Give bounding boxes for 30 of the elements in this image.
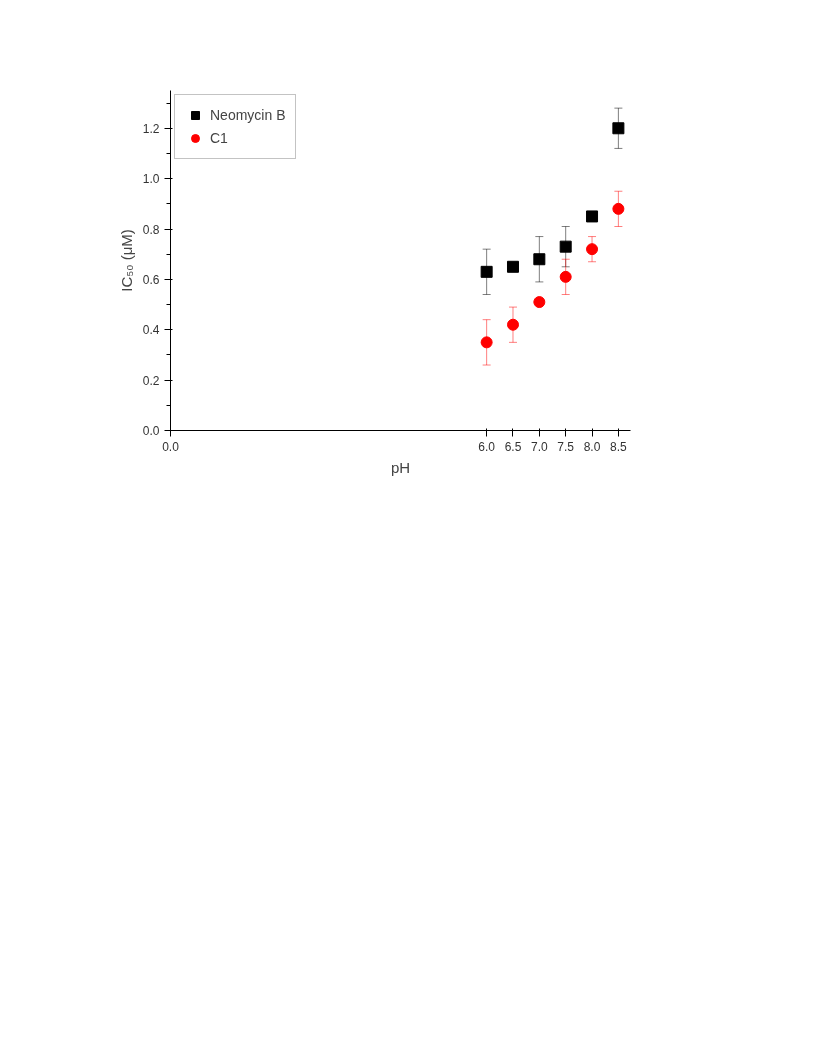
y-tick-label: 0.4	[142, 323, 160, 338]
y-tick-label: 1.2	[142, 121, 160, 136]
point	[507, 318, 519, 331]
x-tick-label: 8.5	[610, 439, 628, 454]
legend-label: Neomycin B	[210, 107, 286, 123]
point	[612, 122, 625, 135]
x-tick-label: 0.0	[162, 439, 180, 454]
point	[507, 260, 519, 273]
point	[586, 210, 599, 223]
y-tick-label: 0.2	[142, 373, 160, 388]
legend-label: C1	[210, 130, 229, 146]
x-tick-label: 7.5	[557, 439, 575, 454]
point	[586, 243, 599, 256]
y-axis-title: IC₅₀ (μM)	[117, 229, 135, 292]
y-tick-label: 0.8	[142, 222, 160, 237]
point	[480, 336, 493, 349]
point	[559, 240, 572, 253]
y-tick-label: 0.0	[142, 424, 160, 438]
y-tick-label: 1.0	[142, 172, 160, 187]
x-tick-label: 6.5	[504, 439, 522, 454]
y-tick-label: 0.6	[142, 272, 160, 287]
point	[480, 265, 493, 278]
point	[612, 202, 625, 215]
x-tick-label: 8.0	[583, 439, 601, 454]
point	[533, 253, 546, 266]
point	[533, 296, 546, 309]
x-tick-label: 6.0	[478, 439, 496, 454]
point	[559, 270, 572, 283]
x-axis-title: pH	[390, 458, 411, 476]
x-tick-label: 7.0	[531, 439, 549, 454]
